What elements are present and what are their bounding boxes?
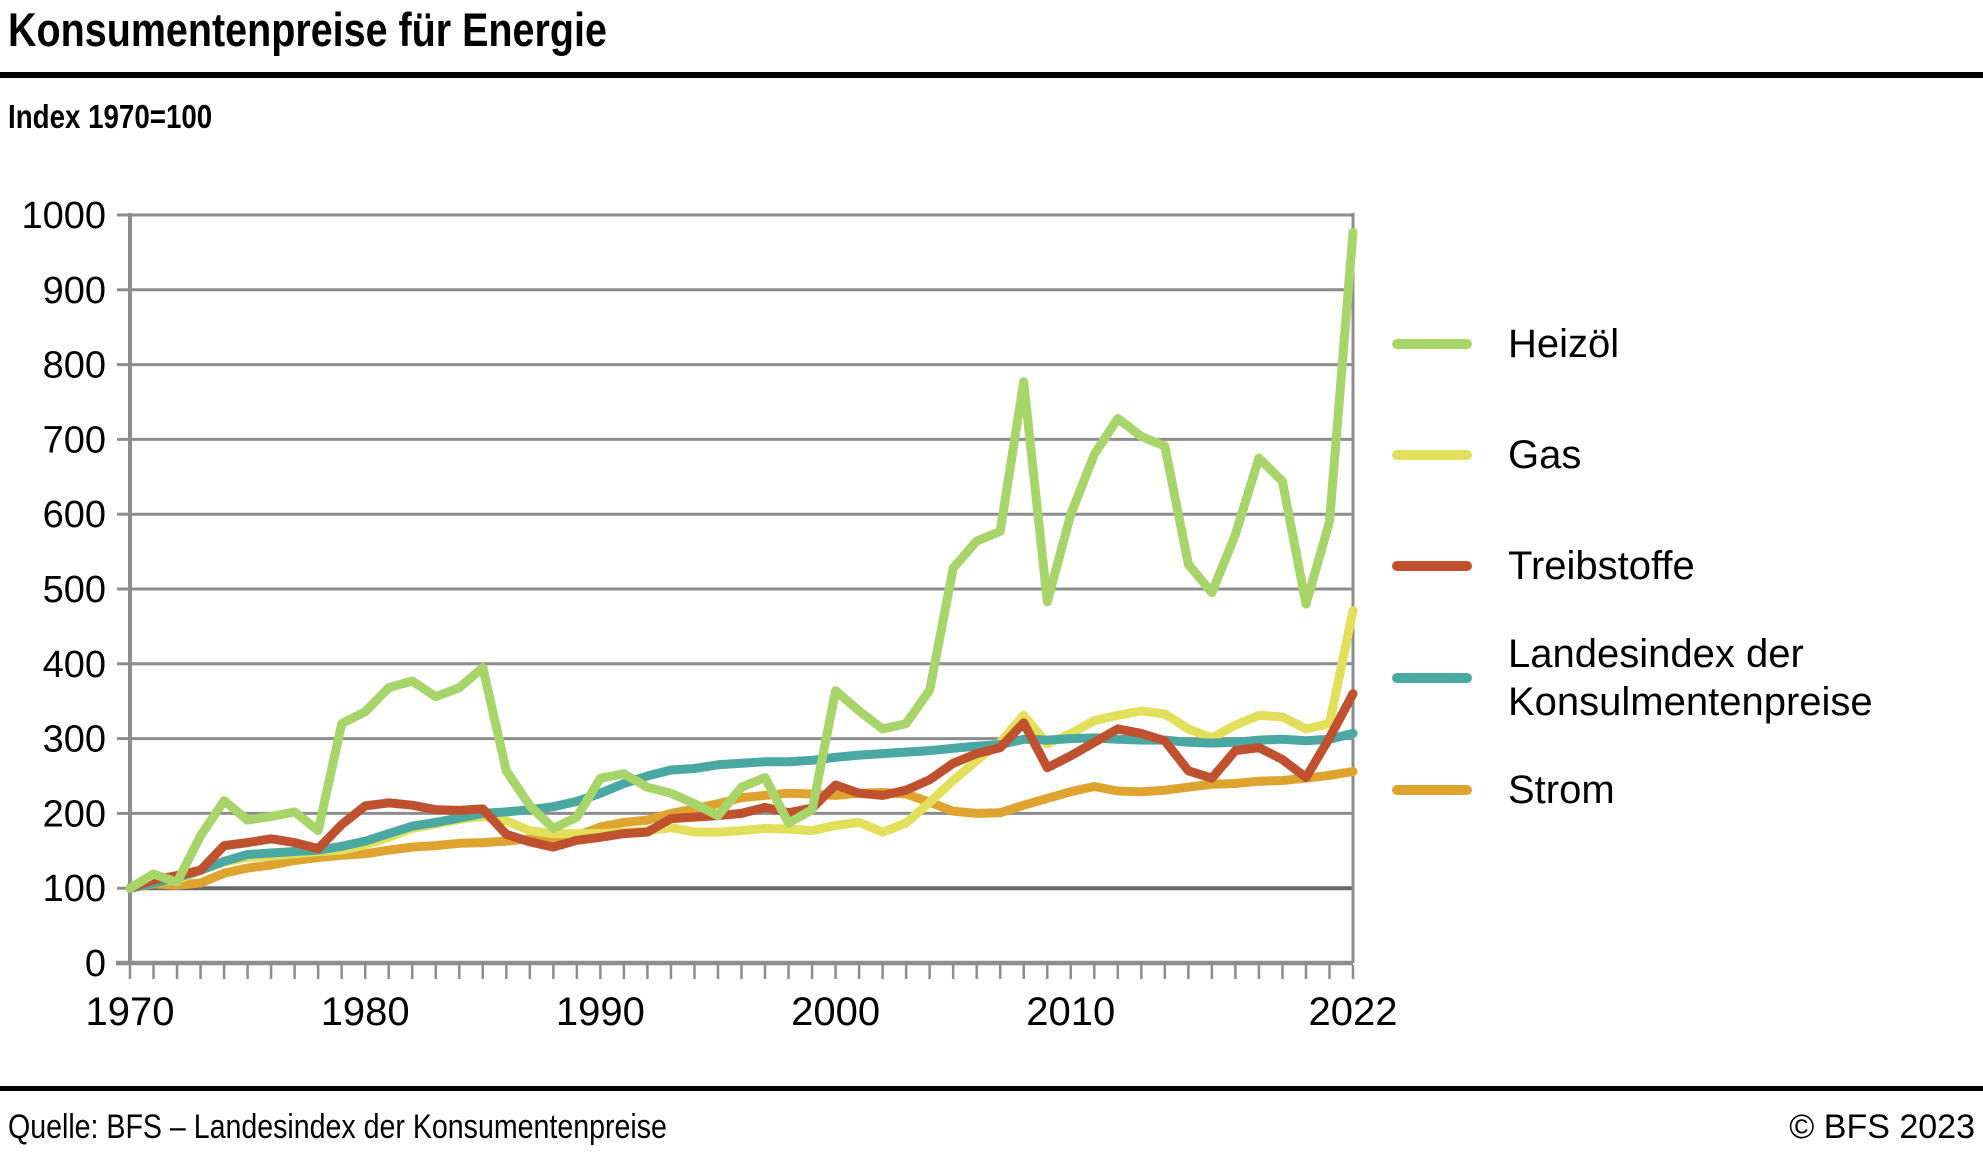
source-note: Quelle: BFS – Landesindex der Konsumente…	[8, 1108, 792, 1147]
legend-item-strom: Strom	[1392, 766, 1938, 814]
series-line-1	[125, 227, 1358, 893]
legend-item-landesindex: Landesindex der Konsulmentenpreise	[1392, 630, 1938, 726]
treibstoffe-swatch-icon	[1392, 561, 1472, 571]
svg-text:0: 0	[85, 943, 106, 985]
gas-swatch-icon	[1392, 450, 1472, 460]
svg-text:600: 600	[43, 494, 106, 536]
legend-label: Treibstoffe	[1508, 544, 1695, 588]
series-line-3	[125, 689, 1358, 893]
legend-label: Strom	[1508, 768, 1615, 812]
svg-text:800: 800	[43, 345, 106, 387]
svg-text:400: 400	[43, 644, 106, 686]
legend-item-treibstoffe: Treibstoffe	[1392, 542, 1938, 590]
page-title: Konsumentenpreise für Energie	[8, 2, 721, 57]
footer-rule	[0, 1086, 1983, 1091]
legend-label: Gas	[1508, 433, 1582, 477]
title-rule	[0, 72, 1983, 78]
chart-legend: Heizöl Gas Treibstoffe Landesindex der K…	[1392, 0, 1952, 1000]
svg-text:200: 200	[43, 793, 106, 835]
svg-text:2022: 2022	[1309, 990, 1398, 1034]
chart-subtitle: Index 1970=100	[8, 98, 251, 136]
svg-text:500: 500	[43, 569, 106, 611]
svg-text:300: 300	[43, 719, 106, 761]
svg-text:1970: 1970	[86, 990, 175, 1034]
series-line-5	[125, 767, 1358, 893]
source-note-text: Quelle: BFS – Landesindex der Konsumente…	[8, 1108, 667, 1146]
copyright-note: © BFS 2023	[1789, 1108, 1975, 1146]
page-title-text: Konsumentenpreise für Energie	[8, 3, 607, 56]
svg-text:1990: 1990	[556, 990, 645, 1034]
chart-subtitle-text: Index 1970=100	[8, 98, 213, 135]
legend-item-gas: Gas	[1392, 431, 1938, 479]
svg-text:1000: 1000	[21, 195, 106, 237]
line-chart: 0 100 200 300 400 500 600 700 800 900 1000 1970 1980…	[0, 150, 1983, 1050]
svg-text:2000: 2000	[791, 990, 880, 1034]
landesindex-swatch-icon	[1392, 673, 1472, 683]
svg-text:700: 700	[43, 419, 106, 461]
strom-swatch-icon	[1392, 785, 1472, 795]
legend-label: Landesindex der Konsulmentenpreise	[1508, 632, 1873, 724]
legend-item-heizoel: Heizöl	[1392, 320, 1938, 368]
svg-text:1980: 1980	[321, 990, 410, 1034]
legend-label: Heizöl	[1508, 322, 1620, 366]
chart-canvas: 0 100 200 300 400 500 600 700 800 900 1000 1970 1980…	[21, 195, 1398, 1034]
svg-text:900: 900	[43, 270, 106, 312]
svg-text:100: 100	[43, 868, 106, 910]
heizoel-swatch-icon	[1392, 339, 1472, 349]
svg-text:2010: 2010	[1026, 990, 1115, 1034]
